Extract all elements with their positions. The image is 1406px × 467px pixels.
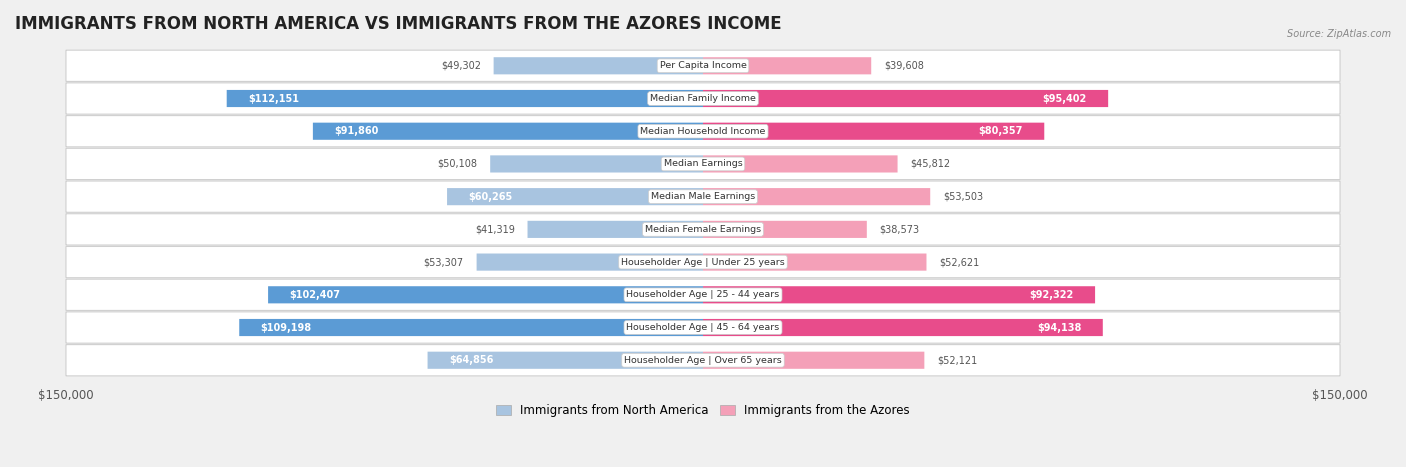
- Legend: Immigrants from North America, Immigrants from the Azores: Immigrants from North America, Immigrant…: [492, 399, 914, 421]
- Text: $38,573: $38,573: [880, 224, 920, 234]
- Text: Median Household Income: Median Household Income: [640, 127, 766, 136]
- Text: $41,319: $41,319: [475, 224, 515, 234]
- FancyBboxPatch shape: [66, 83, 1340, 114]
- FancyBboxPatch shape: [703, 156, 897, 172]
- FancyBboxPatch shape: [527, 221, 703, 238]
- Text: $80,357: $80,357: [979, 126, 1024, 136]
- Text: $49,302: $49,302: [441, 61, 481, 71]
- Text: Median Family Income: Median Family Income: [650, 94, 756, 103]
- FancyBboxPatch shape: [66, 116, 1340, 147]
- FancyBboxPatch shape: [66, 279, 1340, 311]
- Text: Median Earnings: Median Earnings: [664, 159, 742, 169]
- FancyBboxPatch shape: [703, 221, 868, 238]
- Text: $45,812: $45,812: [910, 159, 950, 169]
- FancyBboxPatch shape: [703, 57, 872, 74]
- FancyBboxPatch shape: [66, 345, 1340, 376]
- FancyBboxPatch shape: [703, 286, 1095, 304]
- Text: Householder Age | 45 - 64 years: Householder Age | 45 - 64 years: [627, 323, 779, 332]
- Text: $52,621: $52,621: [939, 257, 980, 267]
- Text: Source: ZipAtlas.com: Source: ZipAtlas.com: [1286, 29, 1391, 40]
- FancyBboxPatch shape: [66, 149, 1340, 180]
- FancyBboxPatch shape: [66, 50, 1340, 81]
- Text: $64,856: $64,856: [449, 355, 494, 365]
- Text: $95,402: $95,402: [1043, 93, 1087, 104]
- Text: $112,151: $112,151: [247, 93, 299, 104]
- FancyBboxPatch shape: [66, 247, 1340, 278]
- Text: $109,198: $109,198: [260, 323, 312, 333]
- Text: $102,407: $102,407: [290, 290, 340, 300]
- FancyBboxPatch shape: [269, 286, 703, 304]
- FancyBboxPatch shape: [477, 254, 703, 271]
- FancyBboxPatch shape: [703, 188, 931, 205]
- FancyBboxPatch shape: [491, 156, 703, 172]
- Text: Median Female Earnings: Median Female Earnings: [645, 225, 761, 234]
- Text: Householder Age | Under 25 years: Householder Age | Under 25 years: [621, 258, 785, 267]
- Text: $94,138: $94,138: [1038, 323, 1081, 333]
- FancyBboxPatch shape: [703, 319, 1102, 336]
- Text: Householder Age | Over 65 years: Householder Age | Over 65 years: [624, 356, 782, 365]
- Text: $91,860: $91,860: [335, 126, 378, 136]
- FancyBboxPatch shape: [239, 319, 703, 336]
- FancyBboxPatch shape: [427, 352, 703, 369]
- Text: $53,503: $53,503: [943, 191, 983, 202]
- Text: $39,608: $39,608: [884, 61, 924, 71]
- FancyBboxPatch shape: [66, 214, 1340, 245]
- Text: $60,265: $60,265: [468, 191, 513, 202]
- Text: $52,121: $52,121: [936, 355, 977, 365]
- FancyBboxPatch shape: [66, 312, 1340, 343]
- Text: Householder Age | 25 - 44 years: Householder Age | 25 - 44 years: [627, 290, 779, 299]
- FancyBboxPatch shape: [66, 181, 1340, 212]
- FancyBboxPatch shape: [703, 123, 1045, 140]
- Text: IMMIGRANTS FROM NORTH AMERICA VS IMMIGRANTS FROM THE AZORES INCOME: IMMIGRANTS FROM NORTH AMERICA VS IMMIGRA…: [15, 15, 782, 33]
- Text: $53,307: $53,307: [423, 257, 464, 267]
- Text: Per Capita Income: Per Capita Income: [659, 61, 747, 71]
- FancyBboxPatch shape: [447, 188, 703, 205]
- Text: $50,108: $50,108: [437, 159, 478, 169]
- FancyBboxPatch shape: [703, 90, 1108, 107]
- Text: $92,322: $92,322: [1029, 290, 1074, 300]
- FancyBboxPatch shape: [703, 254, 927, 271]
- FancyBboxPatch shape: [226, 90, 703, 107]
- FancyBboxPatch shape: [703, 352, 924, 369]
- FancyBboxPatch shape: [314, 123, 703, 140]
- Text: Median Male Earnings: Median Male Earnings: [651, 192, 755, 201]
- FancyBboxPatch shape: [494, 57, 703, 74]
